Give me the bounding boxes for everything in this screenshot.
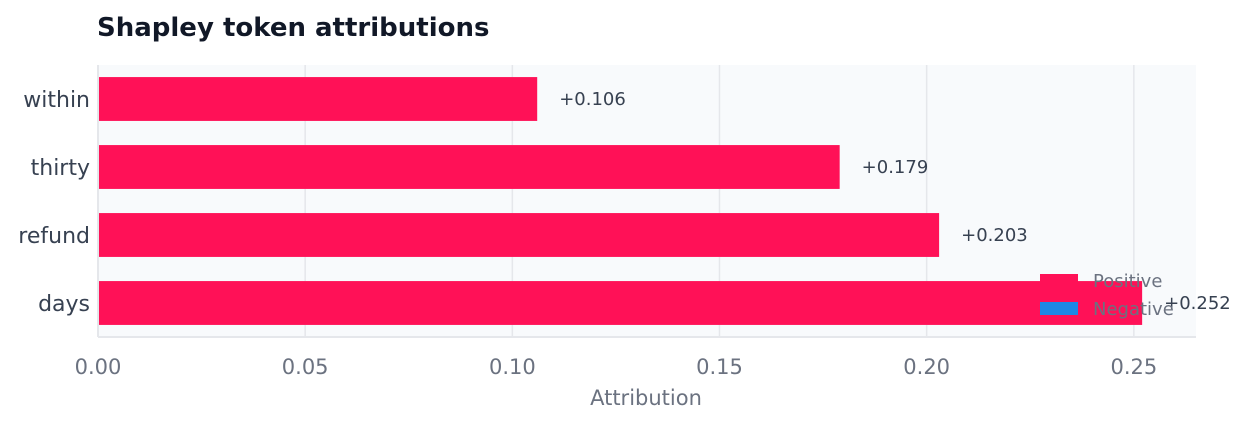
x-axis-title: Attribution [590,386,702,410]
category-label: days [38,292,90,317]
data-labels: +0.106 +0.179 +0.203 +0.252 [559,89,1231,314]
x-tick-label: 0.25 [1110,355,1157,379]
x-tick-label: 0.10 [489,355,536,379]
legend: Positive Negative [1040,271,1174,320]
legend-label: Positive [1093,271,1162,292]
x-tick-label: 0.00 [75,355,122,379]
legend-swatch [1040,274,1078,287]
data-label: +0.106 [559,89,626,110]
x-tick-label: 0.20 [903,355,950,379]
data-label: +0.203 [961,225,1028,246]
bar-days [98,281,1143,325]
bars [98,77,1143,325]
bar-within [98,77,538,121]
category-labels: within thirty refund days [18,88,90,317]
bar-thirty [98,145,840,189]
bar-refund [98,213,940,257]
category-label: refund [18,224,90,249]
x-tick-label: 0.05 [282,355,329,379]
legend-label: Negative [1093,299,1174,320]
chart-title: Shapley token attributions [97,13,489,43]
data-label: +0.252 [1164,293,1231,314]
data-label: +0.179 [862,157,929,178]
category-label: thirty [31,156,90,181]
x-tick-labels: 0.00 0.05 0.10 0.15 0.20 0.25 [75,355,1158,379]
category-label: within [23,88,90,113]
legend-swatch [1040,302,1078,315]
x-tick-label: 0.15 [696,355,743,379]
